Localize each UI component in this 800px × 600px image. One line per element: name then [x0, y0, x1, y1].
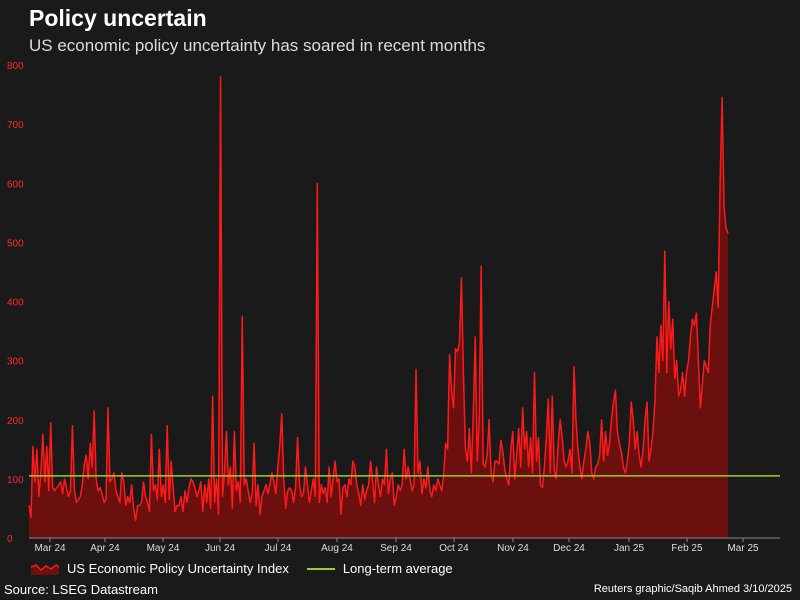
- chart-title: Policy uncertain: [29, 5, 207, 31]
- x-tick-label: Mar 25: [727, 543, 759, 554]
- y-tick-label: 700: [7, 120, 24, 131]
- x-tick-label: May 24: [147, 543, 180, 554]
- x-tick-label: Feb 25: [671, 543, 703, 554]
- x-tick-label: Sep 24: [380, 543, 412, 554]
- y-tick-label: 300: [7, 357, 24, 368]
- legend-item-average: Long-term average: [306, 561, 453, 576]
- x-tick-label: Jan 25: [614, 543, 644, 554]
- credit-note: Reuters graphic/Saqib Ahmed 3/10/2025: [593, 583, 792, 595]
- x-axis: Mar 24 Apr 24 May 24 Jun 24 Jul 24 Aug 24 Sep …: [29, 537, 780, 554]
- x-tick-label: Jun 24: [205, 543, 235, 554]
- legend-label-index: US Economic Policy Uncertainty Index: [67, 561, 289, 576]
- x-tick-label: Jul 24: [265, 543, 292, 554]
- series-line: [28, 76, 729, 522]
- y-tick-label: 200: [7, 416, 24, 427]
- legend-item-index: US Economic Policy Uncertainty Index: [31, 561, 289, 576]
- source-note: Source: LSEG Datastream: [4, 582, 158, 597]
- y-tick-label: 0: [7, 534, 13, 545]
- legend-label-average: Long-term average: [342, 561, 453, 576]
- x-tick-label: Nov 24: [497, 543, 529, 554]
- plot-area: [28, 76, 780, 538]
- y-tick-label: 400: [7, 298, 24, 309]
- legend: US Economic Policy Uncertainty Index Lon…: [31, 561, 471, 576]
- series-area-fill: [29, 76, 728, 538]
- chart-subtitle: US economic policy uncertainty has soare…: [29, 36, 486, 55]
- y-tick-label: 500: [7, 238, 24, 249]
- x-tick-label: Aug 24: [321, 543, 353, 554]
- x-tick-label: Dec 24: [553, 543, 585, 554]
- x-tick-label: Apr 24: [90, 543, 120, 554]
- legend-swatch-line-icon: [306, 567, 335, 570]
- x-tick-label: Mar 24: [34, 543, 66, 554]
- y-tick-label: 100: [7, 475, 24, 486]
- y-tick-label: 800: [7, 61, 24, 72]
- legend-swatch-area-icon: [31, 563, 59, 575]
- y-axis-tick-labels: 0 100 200 300 400 500 600 700 800: [7, 61, 24, 545]
- y-tick-label: 600: [7, 179, 24, 190]
- x-tick-label: Oct 24: [439, 543, 469, 554]
